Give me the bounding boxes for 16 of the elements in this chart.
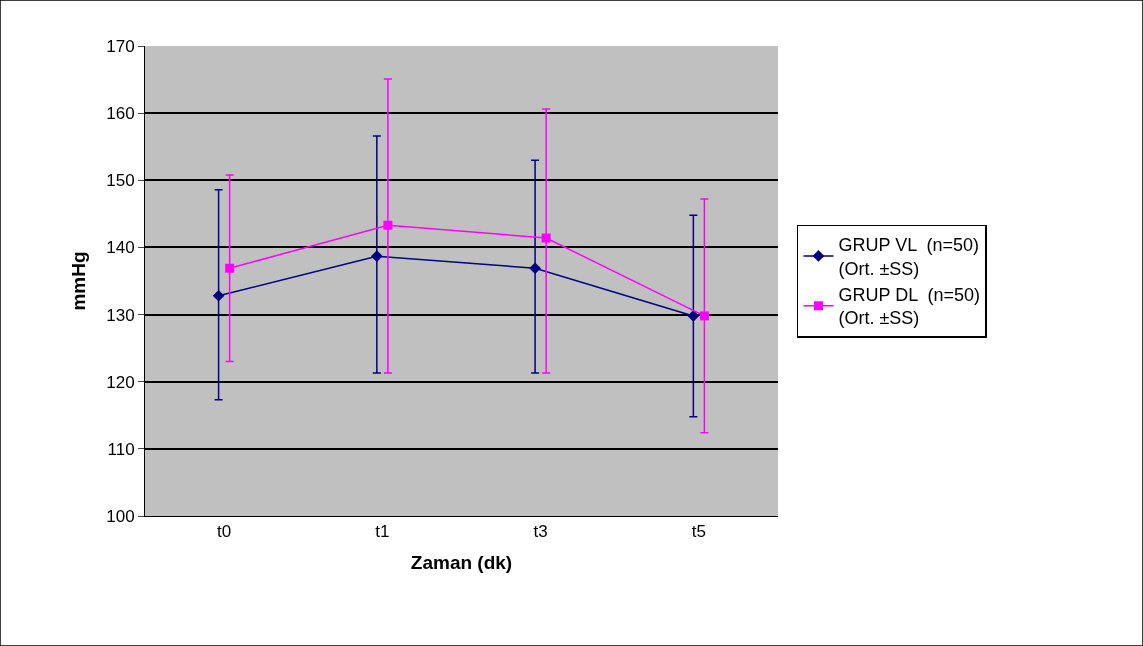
legend-label: GRUP DL (n=50) (Ort. ±SS) bbox=[838, 285, 981, 329]
y-tick-label: 130 bbox=[106, 305, 135, 325]
y-tick-label: 170 bbox=[106, 36, 135, 56]
y-tick-label: 100 bbox=[106, 506, 135, 526]
x-tick-label: t0 bbox=[217, 522, 232, 542]
x-tick-label: t1 bbox=[375, 522, 390, 542]
y-tick-label: 110 bbox=[107, 439, 135, 459]
y-tick-label: 120 bbox=[106, 372, 135, 392]
x-tick-label: t5 bbox=[691, 522, 706, 542]
y-axis-title: mmHg bbox=[68, 251, 90, 311]
x-tick-label: t3 bbox=[533, 522, 548, 542]
x-axis-title: Zaman (dk) bbox=[410, 552, 513, 574]
y-tick-label: 140 bbox=[106, 238, 135, 258]
y-tick-label: 150 bbox=[106, 171, 135, 191]
y-tick-label: 160 bbox=[106, 104, 135, 124]
legend-label: GRUP VL (n=50) (Ort. ±SS) bbox=[838, 235, 980, 279]
